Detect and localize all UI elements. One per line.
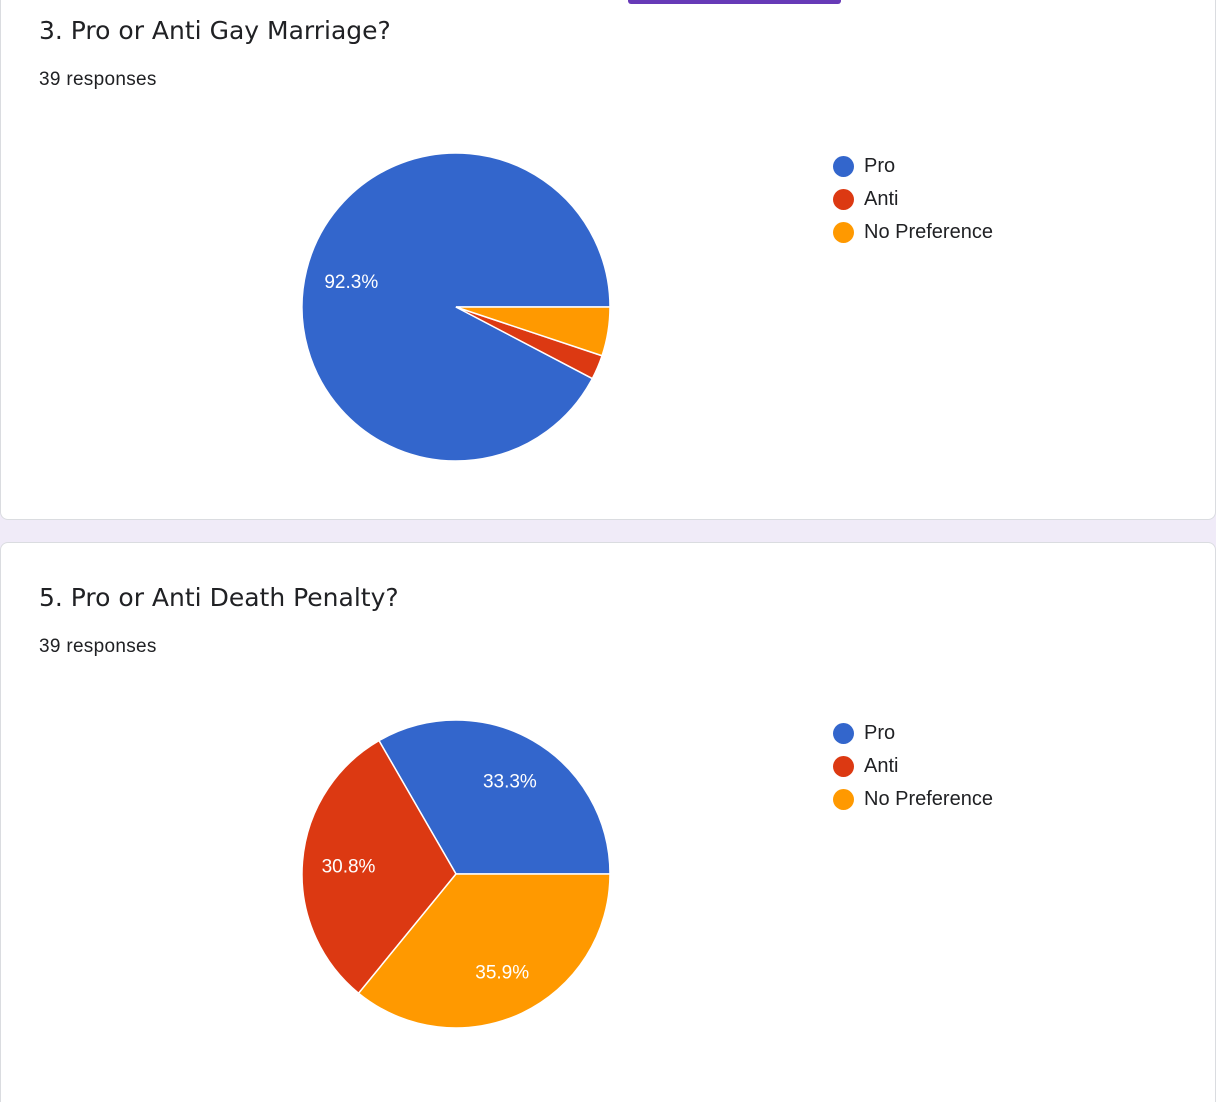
legend-swatch-icon — [833, 789, 854, 810]
slice-percent-label: 33.3% — [483, 772, 537, 793]
legend-swatch-icon — [833, 222, 854, 243]
legend-label: Pro — [864, 722, 896, 744]
legend-item-anti[interactable]: Anti — [833, 183, 993, 216]
legend-label: Pro — [864, 155, 896, 177]
legend-item-no-preference[interactable]: No Preference — [833, 216, 993, 249]
slice-percent-label: 30.8% — [322, 856, 376, 877]
question-card-death-penalty: 5. Pro or Anti Death Penalty? 39 respons… — [0, 542, 1216, 1102]
legend-item-anti[interactable]: Anti — [833, 750, 993, 783]
question-card-gay-marriage: 3. Pro or Anti Gay Marriage? 39 response… — [0, 0, 1216, 520]
pie-chart: 92.3% — [301, 152, 611, 462]
chart-legend: Pro Anti No Preference — [833, 717, 993, 816]
response-count: 39 responses — [39, 636, 157, 657]
pie-chart: 33.3% 30.8% 35.9% — [301, 719, 611, 1029]
legend-swatch-icon — [833, 156, 854, 177]
legend-label: Anti — [864, 755, 899, 777]
question-title: 3. Pro or Anti Gay Marriage? — [39, 16, 391, 45]
pie-slice-no-preference[interactable] — [455, 306, 611, 357]
slice-percent-label: 35.9% — [475, 962, 529, 983]
legend-label: Anti — [864, 188, 899, 210]
legend-item-pro[interactable]: Pro — [833, 150, 993, 183]
slice-percent-label: 92.3% — [324, 272, 378, 293]
selected-tab-indicator — [628, 0, 841, 4]
legend-swatch-icon — [833, 189, 854, 210]
pie-slice-pro[interactable] — [377, 719, 611, 875]
legend-label: No Preference — [864, 221, 993, 243]
legend-swatch-icon — [833, 756, 854, 777]
pie-slice-no-preference[interactable] — [357, 873, 611, 1029]
legend-item-no-preference[interactable]: No Preference — [833, 783, 993, 816]
chart-legend: Pro Anti No Preference — [833, 150, 993, 249]
response-count: 39 responses — [39, 69, 157, 90]
question-title: 5. Pro or Anti Death Penalty? — [39, 583, 399, 612]
pie-slice-anti[interactable] — [301, 739, 457, 995]
legend-swatch-icon — [833, 723, 854, 744]
legend-label: No Preference — [864, 788, 993, 810]
legend-item-pro[interactable]: Pro — [833, 717, 993, 750]
